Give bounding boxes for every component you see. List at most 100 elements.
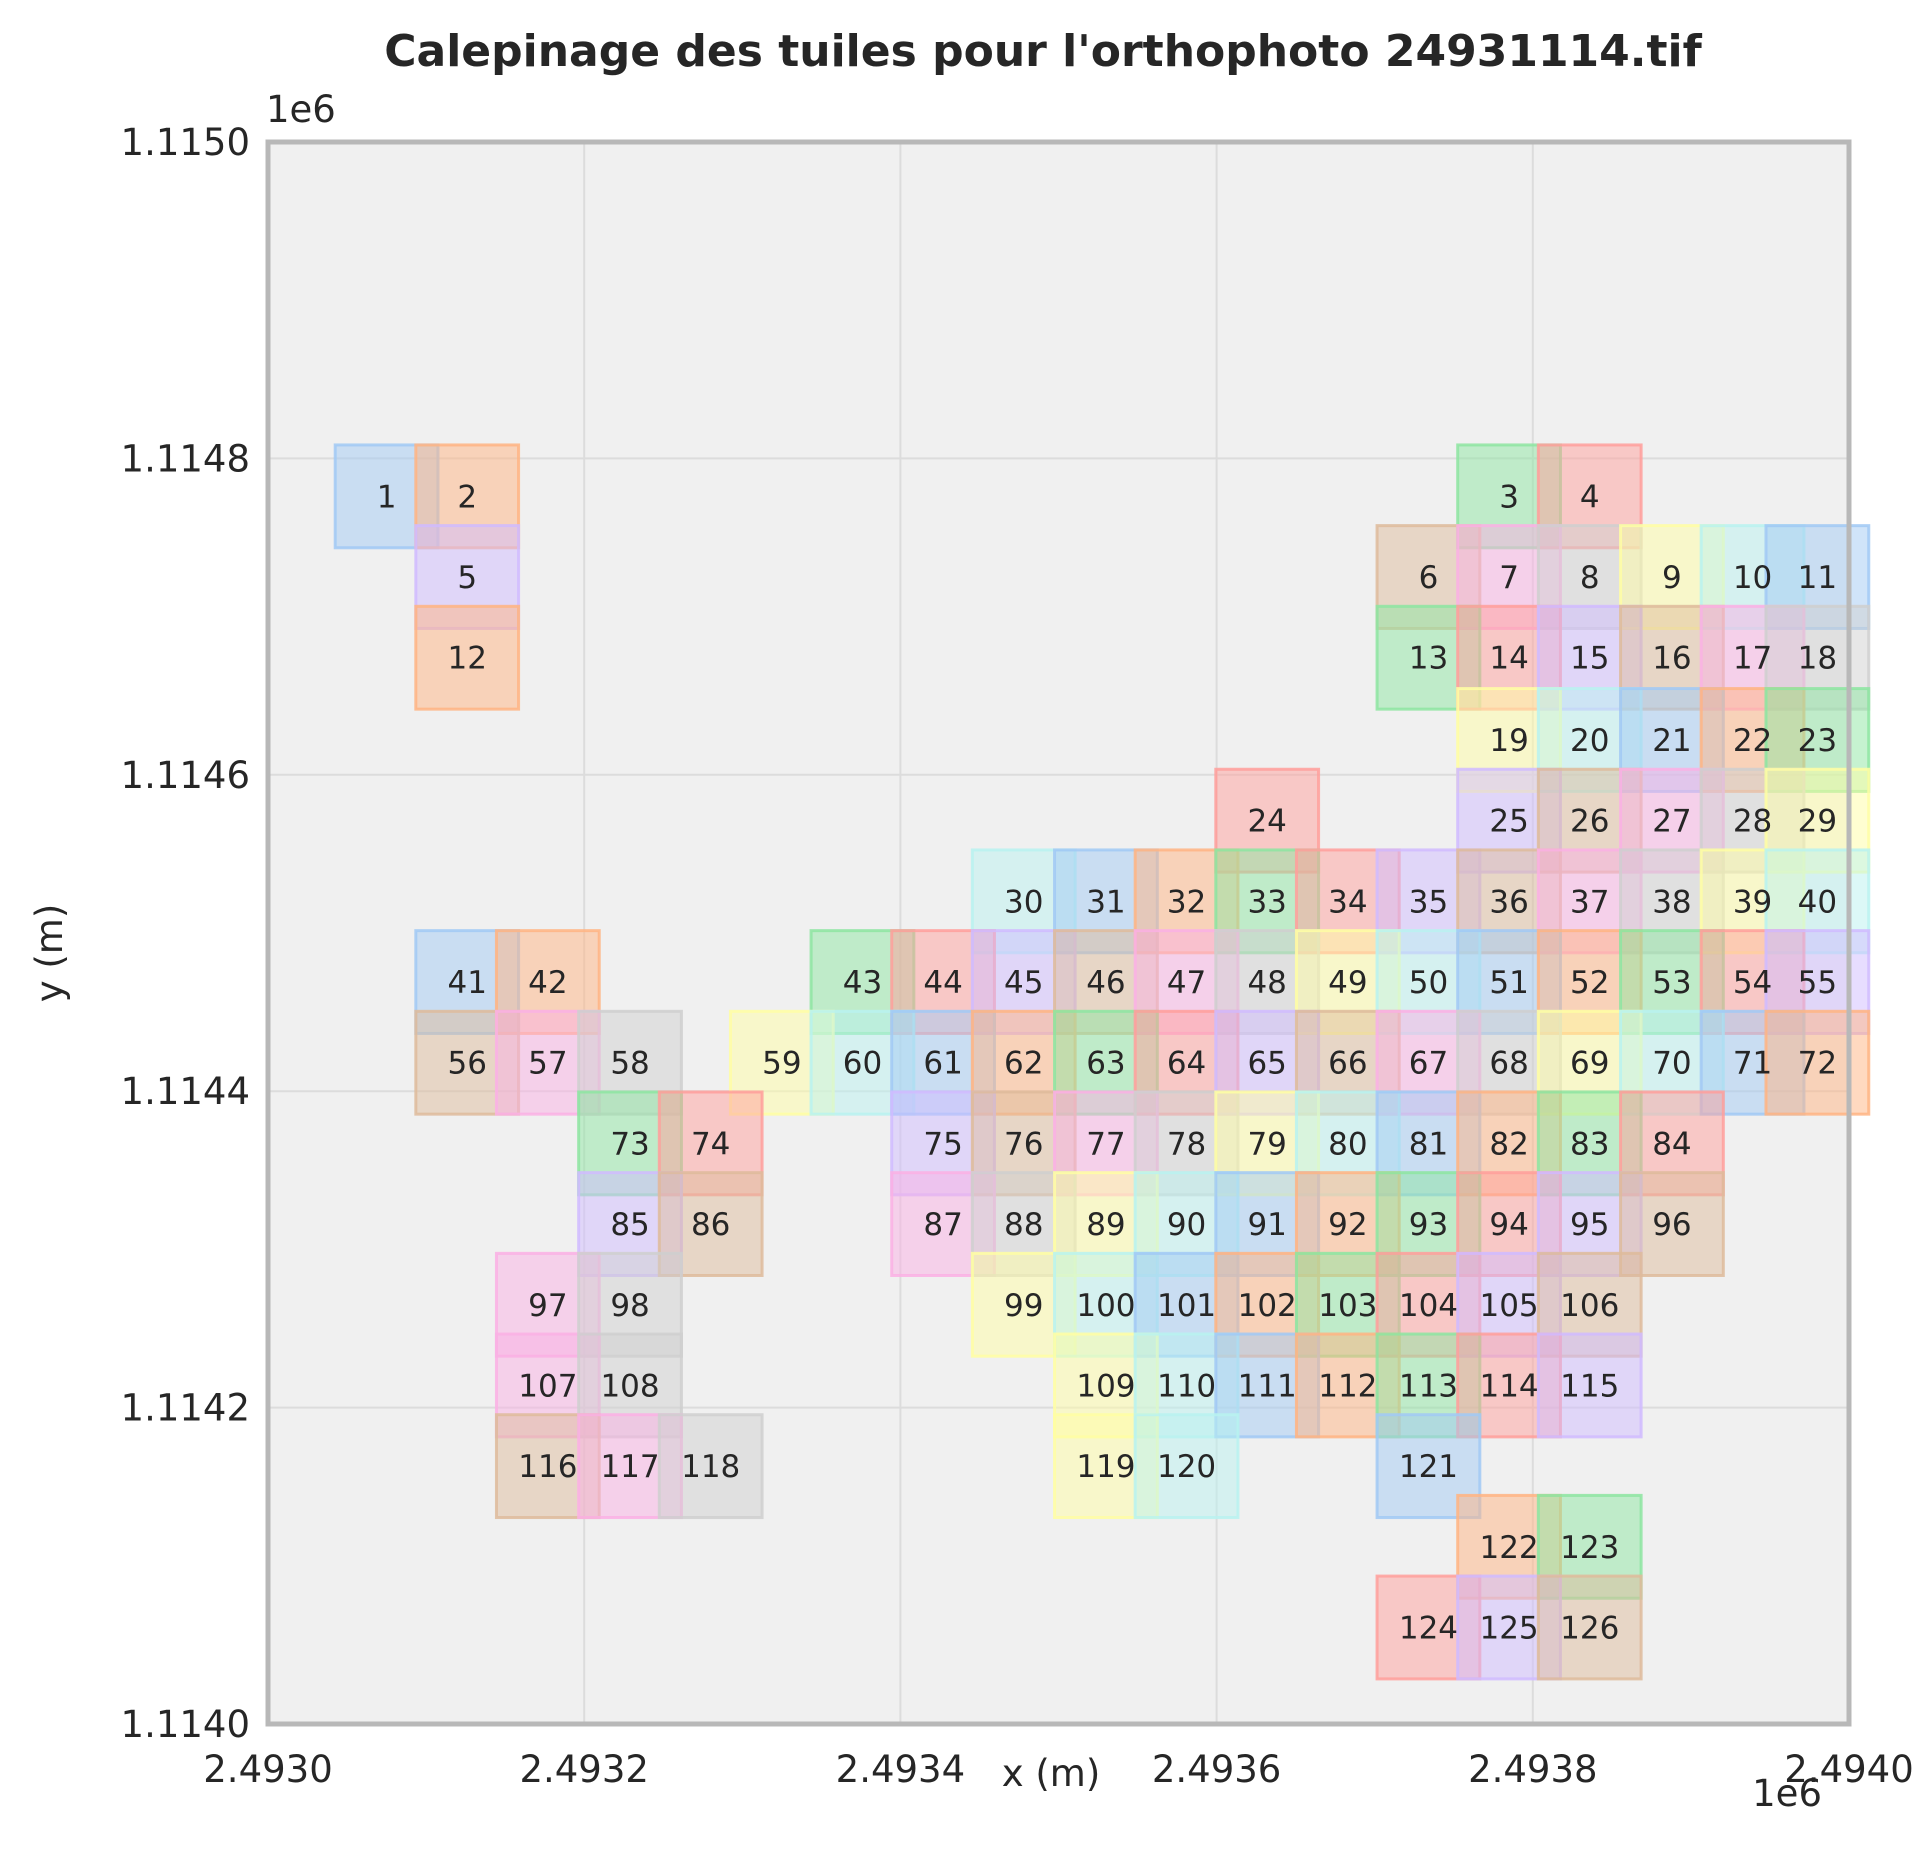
tile-label-99: 99: [1004, 1288, 1043, 1324]
x-tick-label: 2.4934: [836, 1748, 965, 1791]
tile-label-55: 55: [1798, 965, 1837, 1001]
tile-label-46: 46: [1086, 965, 1125, 1001]
tile-label-62: 62: [1004, 1046, 1043, 1082]
tile-label-113: 113: [1399, 1368, 1458, 1404]
tile-label-44: 44: [923, 965, 962, 1001]
x-tick-label: 2.4932: [519, 1748, 648, 1791]
tile-label-65: 65: [1247, 1046, 1286, 1082]
tile-label-72: 72: [1798, 1046, 1837, 1082]
tile-label-49: 49: [1328, 965, 1367, 1001]
y-axis-label: y (m): [28, 904, 71, 1003]
tile-label-5: 5: [457, 560, 477, 596]
tile-label-3: 3: [1499, 479, 1519, 515]
tile-label-47: 47: [1167, 965, 1206, 1001]
tile-label-97: 97: [528, 1288, 567, 1324]
tile-label-105: 105: [1479, 1288, 1538, 1324]
tile-label-39: 39: [1733, 884, 1772, 920]
tile-label-31: 31: [1086, 884, 1125, 920]
chart-title: Calepinage des tuiles pour l'orthophoto …: [384, 26, 1702, 77]
tile-label-96: 96: [1652, 1207, 1691, 1243]
tile-label-7: 7: [1499, 560, 1519, 596]
x-tick-label: 2.4936: [1152, 1748, 1281, 1791]
tile-label-24: 24: [1247, 804, 1286, 840]
tile-118: [657, 1413, 764, 1520]
tile-label-114: 114: [1479, 1368, 1538, 1404]
tile-label-11: 11: [1798, 560, 1837, 596]
y-tick-label: 1.1140: [121, 1703, 250, 1746]
tile-label-125: 125: [1479, 1610, 1538, 1646]
tile-label-34: 34: [1328, 884, 1367, 920]
tile-label-60: 60: [843, 1046, 882, 1082]
tile-label-43: 43: [843, 965, 882, 1001]
tile-label-59: 59: [762, 1046, 801, 1082]
tile-label-67: 67: [1409, 1046, 1448, 1082]
axis-ticks: 2.4930 2.4932 2.4934 2.4936 2.4938 2.4940 1.11…: [121, 121, 1914, 1791]
tile-115: [1536, 1332, 1643, 1439]
tile-label-109: 109: [1076, 1368, 1135, 1404]
tile-label-12: 12: [447, 641, 486, 677]
tile-label-88: 88: [1004, 1207, 1043, 1243]
tile-12: [414, 604, 521, 711]
tile-label-4: 4: [1580, 479, 1600, 515]
tile-120: [1133, 1413, 1240, 1520]
tile-label-51: 51: [1489, 965, 1528, 1001]
tile-label-19: 19: [1489, 723, 1528, 759]
tile-label-17: 17: [1733, 641, 1772, 677]
tile-label-119: 119: [1076, 1449, 1135, 1485]
tile-label-37: 37: [1570, 884, 1609, 920]
tile-label-45: 45: [1004, 965, 1043, 1001]
tile-label-75: 75: [923, 1126, 962, 1162]
tile-label-50: 50: [1409, 965, 1448, 1001]
tile-label-25: 25: [1489, 804, 1528, 840]
tile-label-102: 102: [1238, 1288, 1297, 1324]
tile-label-110: 110: [1157, 1368, 1216, 1404]
y-tick-label: 1.1146: [121, 754, 250, 797]
tile-label-76: 76: [1004, 1126, 1043, 1162]
tile-label-80: 80: [1328, 1126, 1367, 1162]
x-axis-offset-label: 1e6: [1752, 1772, 1822, 1815]
tile-label-1: 1: [377, 479, 397, 515]
tile-label-85: 85: [610, 1207, 649, 1243]
tile-label-48: 48: [1247, 965, 1286, 1001]
tile-label-71: 71: [1733, 1046, 1772, 1082]
tile-label-15: 15: [1570, 641, 1609, 677]
tile-label-90: 90: [1167, 1207, 1206, 1243]
tile-label-64: 64: [1167, 1046, 1206, 1082]
tile-label-81: 81: [1409, 1126, 1448, 1162]
tile-label-54: 54: [1733, 965, 1772, 1001]
tile-label-79: 79: [1247, 1126, 1286, 1162]
tile-label-10: 10: [1733, 560, 1772, 596]
tile-label-101: 101: [1157, 1288, 1216, 1324]
tile-label-82: 82: [1489, 1126, 1528, 1162]
tile-label-29: 29: [1798, 804, 1837, 840]
tile-label-68: 68: [1489, 1046, 1528, 1082]
tile-label-107: 107: [518, 1368, 577, 1404]
tile-label-103: 103: [1318, 1288, 1377, 1324]
tile-label-9: 9: [1662, 560, 1682, 596]
tile-label-120: 120: [1157, 1449, 1216, 1485]
tile-label-86: 86: [691, 1207, 730, 1243]
tile-label-122: 122: [1479, 1530, 1538, 1566]
x-axis-label: x (m): [1002, 1752, 1101, 1795]
tile-label-94: 94: [1489, 1207, 1528, 1243]
tile-label-112: 112: [1318, 1368, 1377, 1404]
tile-label-56: 56: [447, 1046, 486, 1082]
y-axis-offset-label: 1e6: [266, 88, 336, 131]
tile-72: [1764, 1009, 1871, 1116]
tile-label-28: 28: [1733, 804, 1772, 840]
tile-label-84: 84: [1652, 1126, 1691, 1162]
tile-label-92: 92: [1328, 1207, 1367, 1243]
tile-label-2: 2: [457, 479, 477, 515]
tile-label-13: 13: [1409, 641, 1448, 677]
tile-label-14: 14: [1489, 641, 1528, 677]
y-tick-label: 1.1150: [121, 121, 250, 164]
tile-label-23: 23: [1798, 723, 1837, 759]
tile-label-73: 73: [610, 1126, 649, 1162]
tile-label-35: 35: [1409, 884, 1448, 920]
tile-label-91: 91: [1247, 1207, 1286, 1243]
tile-label-117: 117: [600, 1449, 659, 1485]
tile-label-57: 57: [528, 1046, 567, 1082]
tile-label-33: 33: [1247, 884, 1286, 920]
